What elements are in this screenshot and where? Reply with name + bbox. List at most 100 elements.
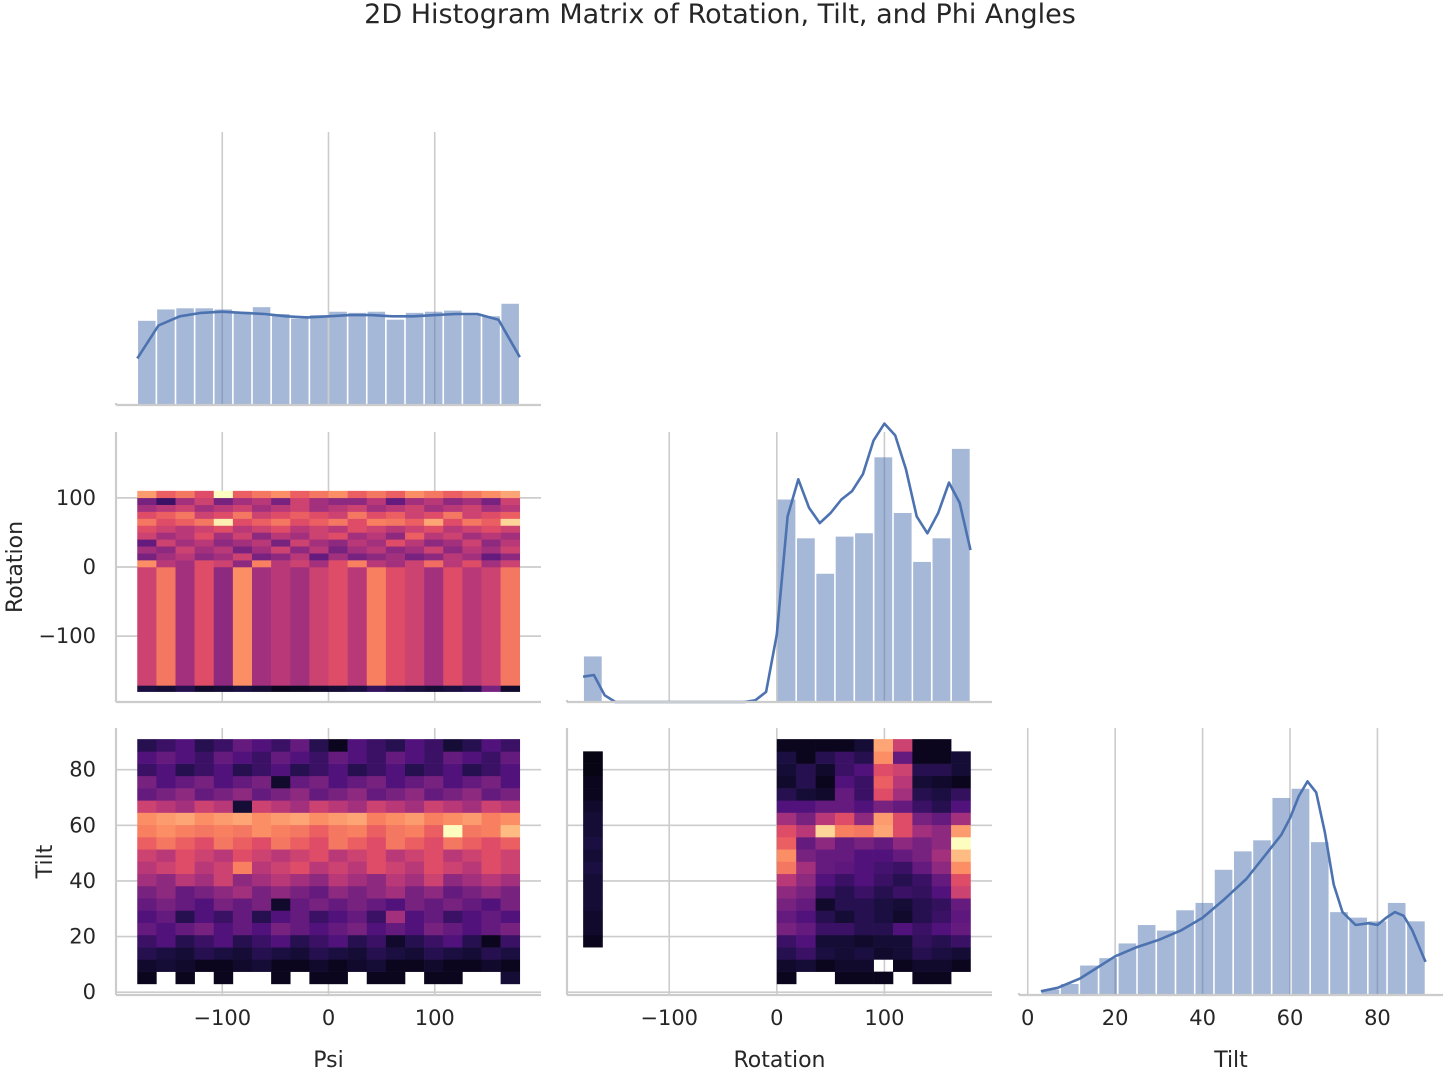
heatmap-cell [271,553,291,561]
heatmap-cell [156,861,176,875]
heatmap-cell [443,898,463,911]
heatmap-cell [156,959,176,972]
histogram-bar [1118,943,1137,995]
heatmap-cell [156,504,176,512]
heatmap-cell [137,546,157,554]
histogram-bar [176,308,194,405]
heatmap-cell [194,739,215,752]
y-axis-label: Rotation [3,521,28,613]
heatmap-cell [951,824,971,838]
heatmap-cell [776,898,797,911]
heatmap-cell [366,934,387,948]
heatmap-cell [385,837,406,850]
histogram-bar [777,499,796,702]
heatmap-cell [405,861,425,875]
heatmap-cell [156,497,176,505]
heatmap-cell [213,861,234,875]
heatmap-cell [462,763,482,777]
heatmap-cell [137,685,157,692]
heatmap-cell [271,546,291,554]
heatmap-cell [175,567,195,686]
heatmap-cell [462,567,482,686]
heatmap-cell [776,775,797,789]
heatmap-cell [462,824,482,838]
heatmap-cell [776,922,797,936]
heatmap-cell [500,739,521,752]
heatmap-cell [583,788,603,801]
heatmap-cell [443,861,463,875]
heatmap-cell [405,546,425,554]
heatmap-cell [252,788,272,801]
heatmap-cell [405,849,425,862]
heatmap-cell [424,922,444,936]
heatmap-cell [931,873,952,887]
heatmap-cell [347,788,368,801]
heatmap-cell [462,800,482,813]
heatmap-cell [385,861,406,875]
heatmap-cell [405,959,425,972]
heatmap-cell [309,922,329,936]
heatmap-cell [815,922,836,936]
heatmap-cell [893,861,913,875]
heatmap-cell [481,490,501,499]
heatmap-cell [328,775,348,789]
heatmap-cell [328,739,348,752]
heatmap-cell [462,497,482,505]
heatmap-cell [443,504,463,512]
heatmap-cell [156,518,176,526]
heatmap-cell [252,849,272,862]
heatmap-cell [271,898,291,911]
heatmap-cell [271,497,291,505]
heatmap-cell [834,959,855,972]
heatmap-cell [290,837,310,850]
heatmap-cell [776,959,797,972]
heatmap-cell [815,934,836,948]
heatmap-cell [796,861,816,875]
heatmap-cell [366,532,387,540]
heatmap-cell [328,546,348,554]
heatmap-cell [232,567,253,686]
heatmap-cell [156,800,176,813]
histogram-bar [913,561,931,702]
heatmap-cell [175,775,195,789]
heatmap-cell [347,812,368,826]
heatmap-cell [912,922,933,936]
heatmap-cell [854,934,874,948]
heatmap-cell [347,849,368,862]
heatmap-cell [481,567,501,686]
heatmap-cell [194,532,215,540]
histogram-bar [1080,965,1098,995]
heatmap-cell [309,504,329,512]
heatmap-cell [309,739,329,752]
heatmap-cell [328,497,348,505]
heatmap-cell [776,763,797,777]
heatmap-cell [776,751,797,764]
histogram-bar [816,573,835,702]
heatmap-cell [156,539,176,547]
heatmap-cell [194,525,215,533]
heatmap-cell [815,885,836,899]
heatmap-cell [213,490,234,499]
heatmap-cell [873,922,894,936]
heatmap-cell [328,567,348,686]
heatmap-cell [796,763,816,777]
histogram-bar [932,538,951,702]
heatmap-cell [931,824,952,838]
histogram-bar [252,307,271,405]
heatmap-cell [796,824,816,838]
heatmap-cell [834,788,855,801]
heatmap-cell [328,910,348,923]
heatmap-cell [385,885,406,899]
heatmap-cell [462,861,482,875]
heatmap-cell [347,837,368,850]
heatmap-cell [213,739,234,752]
heatmap-cell [252,685,272,692]
heatmap-cell [424,751,444,764]
heatmap-cell [213,539,234,547]
heatmap-cell [424,873,444,887]
heatmap-cell [500,539,521,547]
heatmap-cell [776,788,797,801]
heatmap-cell [309,490,329,499]
histogram-bar [583,656,602,702]
heatmap-cell [405,560,425,568]
